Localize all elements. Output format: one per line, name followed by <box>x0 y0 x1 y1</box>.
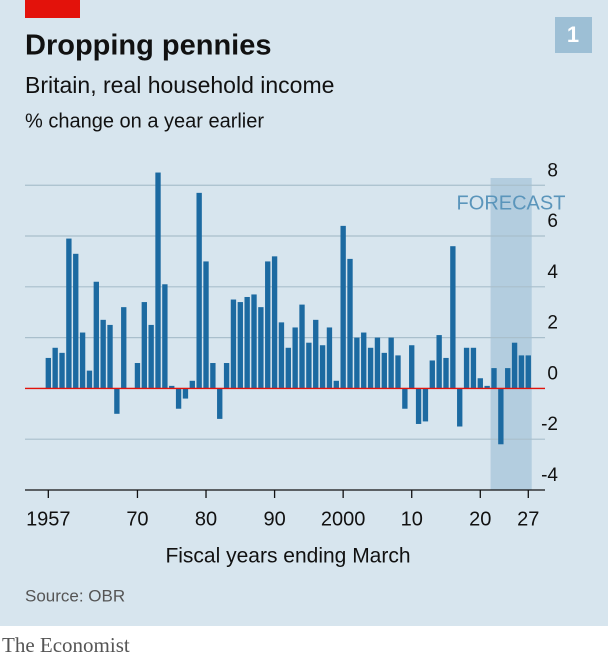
bar <box>470 347 477 389</box>
bar <box>443 357 449 389</box>
bar <box>79 332 86 389</box>
bar <box>244 296 250 389</box>
bar <box>491 368 497 389</box>
bar <box>367 347 374 389</box>
y-tick-label: 0 <box>547 363 558 384</box>
bar <box>388 337 394 389</box>
bar <box>230 299 237 389</box>
bar <box>319 345 326 389</box>
bar <box>217 388 223 419</box>
bar <box>148 324 154 389</box>
badge-box <box>555 17 592 53</box>
bar <box>285 347 291 389</box>
bar <box>409 345 415 389</box>
x-tick-label: 20 <box>469 508 491 530</box>
y-tick-label: 8 <box>547 160 558 181</box>
bar <box>210 363 216 389</box>
bar <box>333 380 339 389</box>
bar <box>415 388 422 424</box>
bar <box>169 385 175 389</box>
bar <box>189 380 195 389</box>
bar <box>134 363 141 389</box>
chart-title: Dropping pennies <box>25 30 272 62</box>
bar <box>326 327 333 389</box>
bar <box>175 388 182 409</box>
bar <box>313 319 319 389</box>
y-tick-label: -2 <box>541 414 558 435</box>
bar <box>402 388 408 409</box>
bar <box>429 360 435 389</box>
bar <box>347 258 353 389</box>
bar <box>66 238 72 389</box>
bar <box>271 256 278 389</box>
bar <box>86 370 93 389</box>
y-tick-label: 2 <box>547 313 558 334</box>
x-tick-label: 80 <box>195 508 217 530</box>
red-tag <box>25 0 80 18</box>
bar <box>182 388 189 399</box>
bar <box>292 327 298 389</box>
bar <box>59 352 65 389</box>
bar <box>203 261 209 389</box>
badge: 1 <box>567 22 579 47</box>
bar <box>107 324 113 389</box>
bar <box>155 172 161 389</box>
bar <box>525 355 531 389</box>
bar <box>422 388 429 422</box>
bar <box>450 246 456 389</box>
bar <box>162 284 168 389</box>
unit-label: % change on a year earlier <box>25 110 264 132</box>
bar <box>395 355 401 389</box>
bar <box>381 352 387 389</box>
bar <box>477 378 483 389</box>
x-tick-label: 1957 <box>26 508 71 530</box>
bar <box>100 319 106 389</box>
bar <box>223 363 230 389</box>
y-tick-label: -4 <box>541 465 558 486</box>
bar <box>306 342 312 389</box>
bar <box>258 307 264 389</box>
bar <box>278 322 285 389</box>
bar <box>114 388 120 414</box>
bar <box>511 342 518 389</box>
bar <box>52 347 58 389</box>
bar <box>45 357 51 389</box>
subtitle: Britain, real household income <box>25 72 334 98</box>
bar <box>518 355 525 389</box>
bar <box>436 335 442 389</box>
source: Source: OBR <box>25 586 125 605</box>
bar <box>374 337 381 389</box>
x-axis-label: Fiscal years ending March <box>165 545 410 568</box>
y-tick-label: 6 <box>547 211 558 232</box>
bar <box>93 281 99 389</box>
bar <box>73 253 79 389</box>
bar <box>237 302 243 389</box>
y-tick-label: 4 <box>547 262 558 283</box>
bar <box>196 192 202 389</box>
x-tick-label: 2000 <box>321 508 366 530</box>
bar <box>457 388 463 427</box>
bar <box>299 304 305 389</box>
x-tick-label: 70 <box>126 508 148 530</box>
bar <box>251 294 257 389</box>
bar <box>265 261 271 389</box>
bar <box>498 388 504 445</box>
brand: The Economist <box>2 633 130 657</box>
x-tick-label: 90 <box>263 508 285 530</box>
bar <box>121 307 127 389</box>
bar <box>354 337 360 389</box>
x-tick-label: 10 <box>401 508 423 530</box>
bar <box>361 332 367 389</box>
x-tick-label: 27 <box>517 508 539 530</box>
forecast-label: FORECAST <box>457 192 566 214</box>
bar <box>340 225 346 389</box>
forecast-band <box>490 178 532 490</box>
bar <box>484 385 490 389</box>
bar <box>505 368 511 389</box>
bar <box>141 302 147 389</box>
bar <box>463 347 470 389</box>
